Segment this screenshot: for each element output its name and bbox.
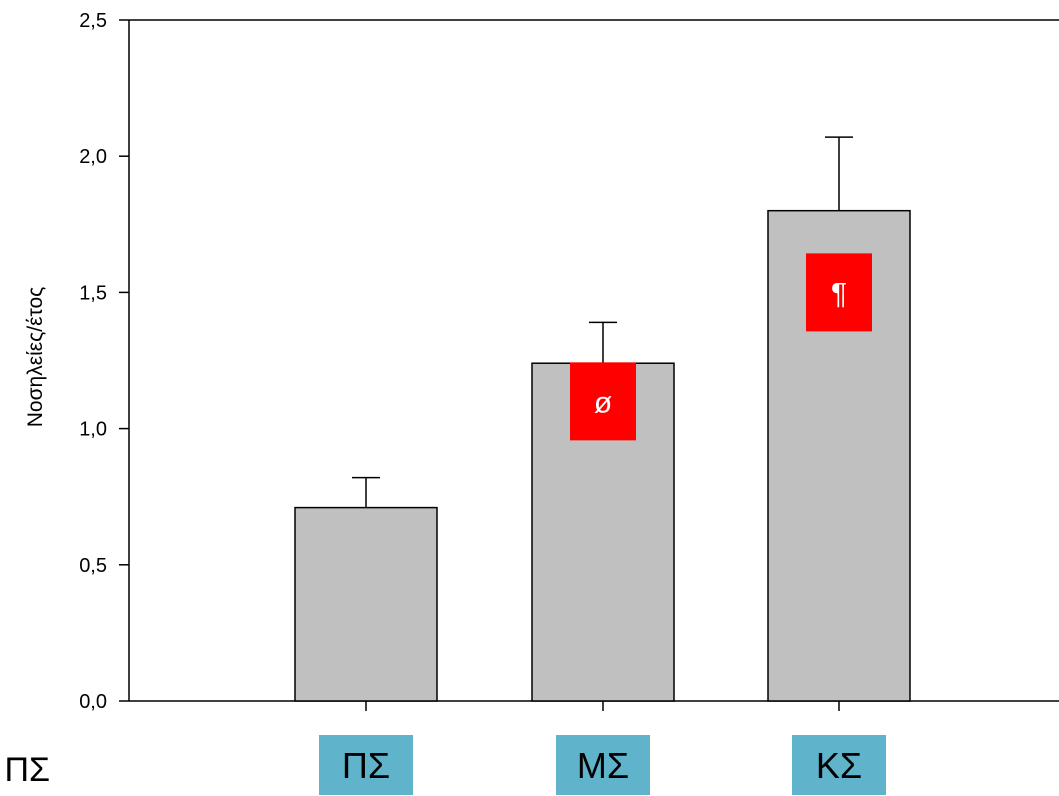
- bar: [294, 506, 438, 702]
- category-box: [319, 735, 413, 795]
- y-tick-label: 0,5: [79, 555, 107, 577]
- category-label: ΚΣ: [816, 745, 862, 786]
- cropped-label: s ΠΣ: [0, 751, 50, 789]
- y-axis-ticks: 0,0 0,5 1,0 1,5 2,0 2,5: [79, 10, 129, 713]
- marker-symbol: ø: [594, 386, 612, 419]
- y-tick-label: 2,0: [79, 146, 107, 168]
- significance-markers: ø¶: [570, 253, 872, 441]
- y-tick-label: 1,5: [79, 282, 107, 304]
- category-label: ΠΣ: [342, 745, 390, 786]
- x-category-labels: ΠΣ ΜΣ ΚΣ: [319, 735, 886, 795]
- error-bars: [352, 136, 853, 711]
- category-label: ΜΣ: [577, 745, 629, 786]
- y-tick-label: 0,0: [79, 691, 107, 713]
- category-box: [792, 735, 886, 795]
- y-tick-label: 2,5: [79, 10, 107, 32]
- category-box: [556, 735, 650, 795]
- y-tick-label: 1,0: [79, 419, 107, 441]
- marker-box: [806, 253, 872, 332]
- y-axis-title: Νοσηλείες/έτος: [24, 287, 47, 428]
- marker-box: [570, 362, 636, 441]
- marker-symbol: ¶: [831, 277, 847, 310]
